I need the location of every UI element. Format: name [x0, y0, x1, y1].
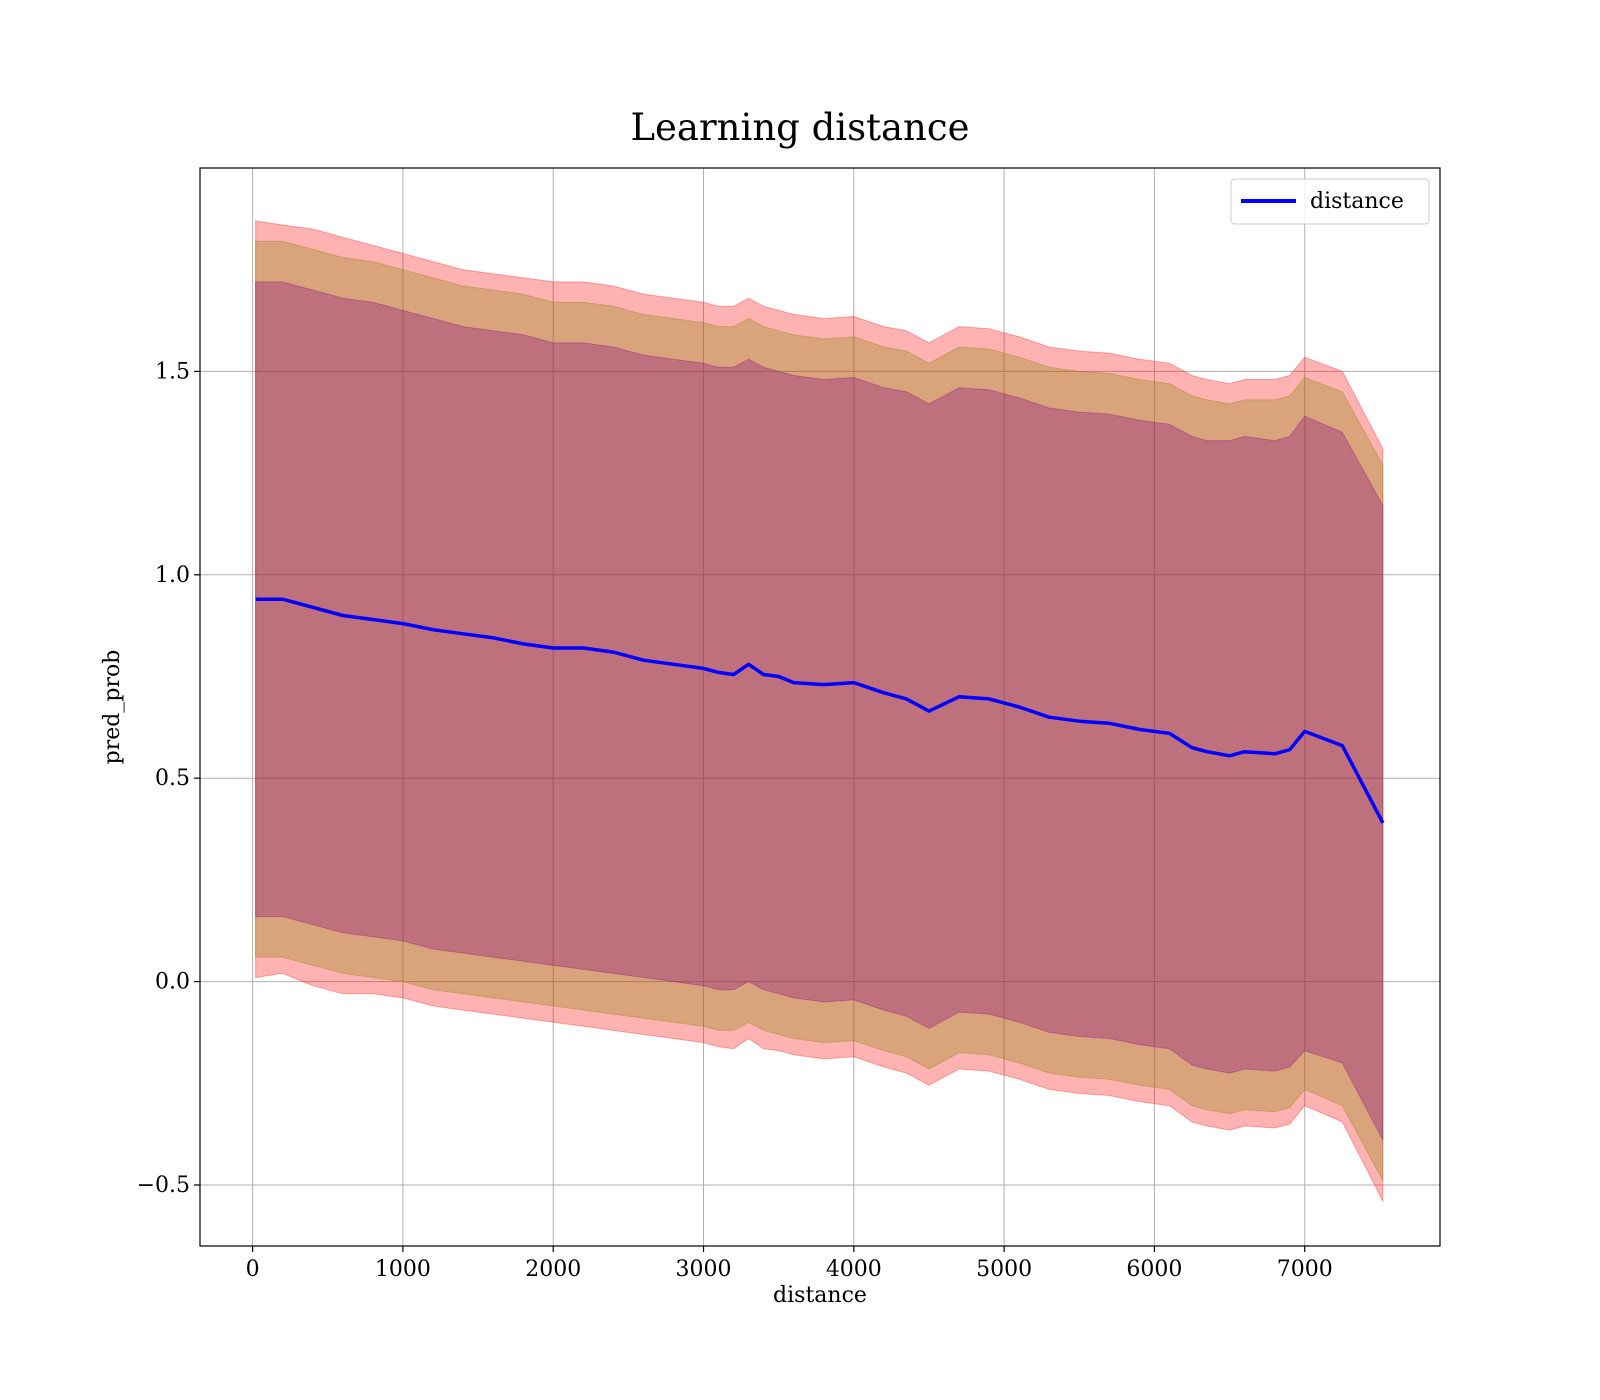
- grid: [200, 168, 1440, 1246]
- y-axis-ticks: −0.5 0.0 0.5 1.0 1.5: [137, 359, 200, 1198]
- confidence-bands: [255, 220, 1384, 1202]
- chart-title: Learning distance: [630, 106, 969, 149]
- x-tick-label: 4000: [826, 1257, 882, 1282]
- y-tick-label: 0.0: [155, 970, 190, 995]
- plot-frame: [199, 167, 1441, 1247]
- y-axis-label: pred_prob: [100, 650, 125, 765]
- legend: distance: [1230, 178, 1430, 225]
- x-tick-label: 0: [246, 1257, 260, 1282]
- legend-label-distance: distance: [1310, 189, 1404, 214]
- confidence-band-2: [255, 240, 1384, 1182]
- confidence-band-1: [255, 220, 1384, 1202]
- y-tick-label: −0.5: [137, 1173, 190, 1198]
- x-tick-label: 3000: [676, 1257, 732, 1282]
- y-tick-label: 1.0: [155, 563, 190, 588]
- y-tick-label: 0.5: [155, 766, 190, 791]
- x-tick-label: 6000: [1126, 1257, 1182, 1282]
- x-tick-label: 2000: [525, 1257, 581, 1282]
- x-axis-label: distance: [773, 1283, 867, 1308]
- series-line-distance: [255, 597, 1385, 824]
- x-tick-label: 1000: [375, 1257, 431, 1282]
- x-tick-label: 7000: [1277, 1257, 1333, 1282]
- series-lines: [255, 597, 1385, 824]
- y-tick-label: 1.5: [155, 359, 190, 384]
- x-axis-ticks: 0 1000 2000 3000 4000 5000 6000 7000: [246, 1246, 1333, 1282]
- confidence-band-3: [255, 281, 1384, 1141]
- legend-box: [1230, 178, 1430, 225]
- x-tick-label: 5000: [976, 1257, 1032, 1282]
